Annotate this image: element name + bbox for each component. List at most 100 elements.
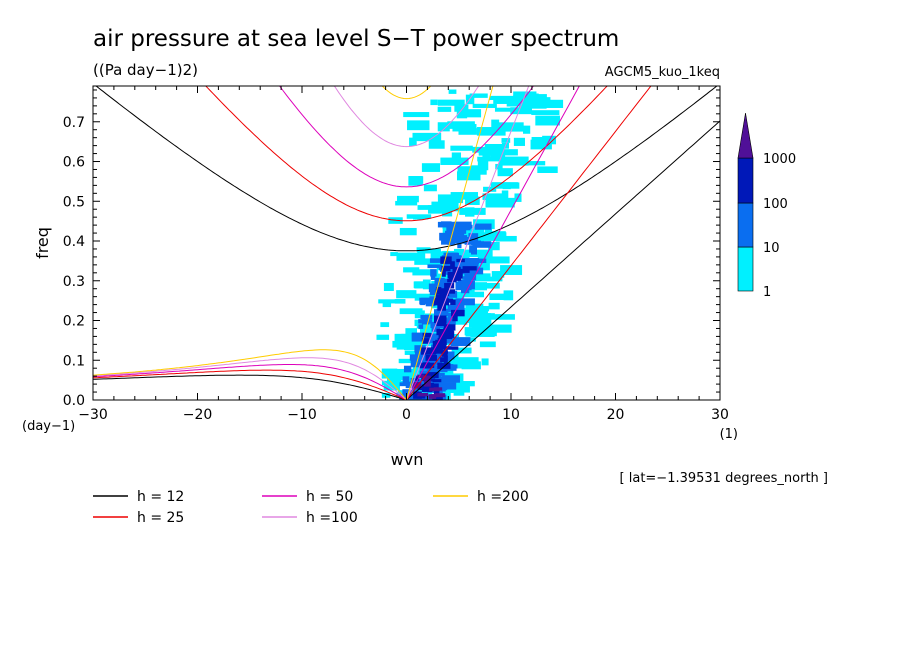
colorbar-label: 1000 [763,152,796,167]
power-cell-1 [465,196,480,205]
power-cell-10 [468,233,479,241]
power-cell-1 [462,273,491,280]
power-cell-1 [503,290,514,301]
power-cell-1 [437,106,452,112]
power-cell-10 [429,288,437,296]
kelvin-curve [406,86,530,400]
power-cell-1 [523,125,531,134]
power-cell-1 [465,94,475,105]
power-cell-1 [497,168,513,177]
y-axis: 0.0 0.1 0.2 0.3 0.4 0.5 0.6 0.7 [63,89,720,409]
power-cell-100 [441,269,446,277]
legend: h = 12 h = 25 h = 50 h =100 h =200 [93,489,529,526]
power-cell-1 [535,115,560,126]
kelvin-curve [406,86,652,400]
y-tick-label: 0.6 [63,155,85,171]
power-cell-10 [460,287,470,294]
power-cell-1 [469,93,488,98]
power-cell-1 [403,370,415,377]
x-unit-label: (1) [720,427,738,442]
power-cell-1 [455,291,485,298]
power-cell-10 [402,389,410,395]
power-cell-10 [450,337,471,347]
power-cell-1 [460,109,482,118]
power-cell-1 [417,248,441,254]
colorbar: 1 10 100 1000 [737,112,796,300]
power-cell-10 [455,298,475,306]
dispersion-curves [93,86,720,400]
power-cell-1 [422,279,431,290]
power-cell-10 [411,332,432,342]
power-cell-1 [396,290,417,299]
power-cell-1 [470,329,495,337]
kelvin-curve [406,120,720,400]
power-cell-1 [427,205,448,214]
power-cell-10 [443,367,457,371]
x-tick-label: −30 [78,407,108,423]
power-cell-1 [485,197,515,208]
colorbar-segment [737,202,754,248]
power-cell-100 [439,288,450,296]
power-cell-10 [439,232,459,241]
power-cell-1 [494,107,515,112]
power-cell-1 [488,302,500,310]
power-cell-1 [493,99,517,104]
y-unit-label: (day−1) [22,419,75,434]
power-cell-1 [477,156,501,162]
power-cell-10 [444,357,451,362]
colorbar-segment [737,157,754,204]
rossby-wave-curve [93,357,407,400]
power-cell-10 [423,335,443,344]
legend-label: h = 25 [137,510,184,526]
y-tick-label: 0.7 [63,115,85,131]
colorbar-label: 100 [763,197,788,212]
kelvin-curve [406,86,580,400]
power-cell-1 [537,166,558,173]
power-cell-1 [479,282,500,289]
power-cell-1000 [433,387,443,391]
x-tick-label: 0 [402,407,411,423]
power-cell-1 [491,271,505,278]
power-cell-1 [382,301,392,308]
power-cell-1 [394,333,422,342]
power-cell-1000 [428,394,437,399]
power-cell-1 [459,207,486,215]
power-cell-100 [443,355,448,363]
power-cell-1 [484,324,512,333]
power-cell-10 [435,284,448,290]
power-cell-1 [407,120,430,131]
power-cell-10 [441,238,455,245]
power-cell-1 [465,330,481,337]
power-cell-1 [451,152,461,163]
power-cell-1 [489,293,512,301]
power-cell-1 [392,340,402,348]
power-cell-1 [492,182,520,189]
power-cell-1 [442,369,454,380]
power-cell-1 [486,256,510,264]
power-cell-1 [451,363,475,369]
power-cell-1 [414,258,443,265]
power-cell-10 [403,394,420,400]
x-tick-label: −10 [287,407,317,423]
power-cell-1 [395,337,410,346]
power-cell-100 [452,315,458,322]
power-cell-1 [412,269,439,276]
power-cell-1 [499,149,518,156]
power-cell-1 [450,357,479,366]
power-cell-1 [458,128,477,135]
power-cell-1 [410,176,424,184]
colorbar-extension [737,112,754,159]
kelvin-curve [406,86,494,400]
power-cell-100 [441,265,451,272]
power-cell-100 [430,347,444,352]
power-cell-1 [414,310,425,319]
power-cell-100 [432,394,443,400]
power-cell-10 [426,365,448,373]
power-cell-1 [530,139,552,150]
power-cell-1 [383,282,394,292]
power-cell-1 [510,107,532,115]
power-cell-10 [421,357,437,366]
power-cell-100 [462,266,477,271]
power-cell-1 [464,282,488,291]
legend-label: h =200 [477,489,529,505]
